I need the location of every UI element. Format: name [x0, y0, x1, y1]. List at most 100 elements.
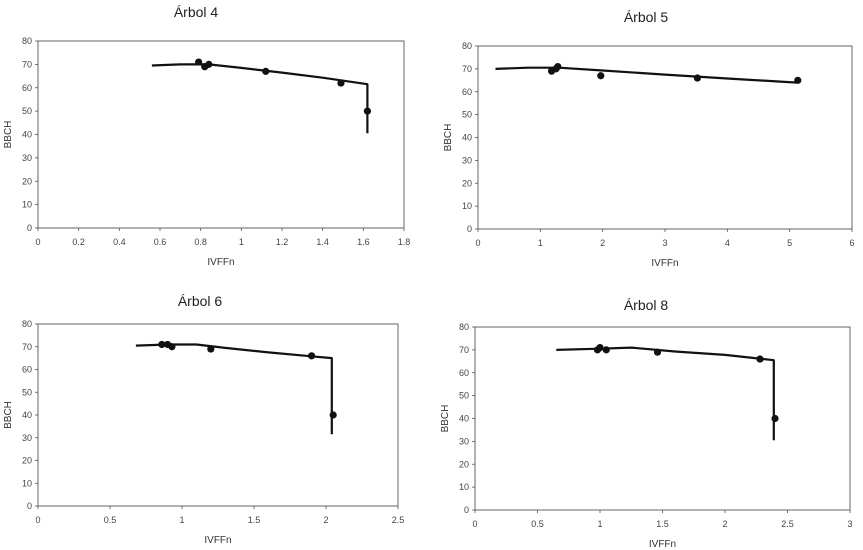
data-point: [693, 74, 702, 82]
x-tick-label: 4: [725, 238, 730, 248]
y-tick-label: 50: [459, 391, 469, 401]
x-tick-label: 0.5: [531, 519, 544, 529]
x-tick-label: 0.8: [194, 237, 207, 247]
x-tick-label: 1.4: [316, 237, 329, 247]
y-tick-label: 60: [459, 368, 469, 378]
plot-area-border: [37, 40, 405, 229]
x-tick-label: 2: [722, 519, 727, 529]
x-tick-label: 0: [35, 515, 40, 525]
x-tick-label: 0: [35, 237, 40, 247]
y-tick-label: 40: [22, 130, 32, 140]
chart-title: Árbol 4: [174, 4, 219, 20]
fitted-curve: [495, 66, 798, 84]
chart-panel-3: 0 10 20 30 40 50 60 70 80 0 0.5 1 1.5 2 2.5 IVFFn BBCH Ár…: [3, 293, 404, 546]
data-point: [596, 343, 604, 352]
fitted-curve: [556, 346, 775, 441]
x-tick-label: 0: [475, 238, 480, 248]
data-point: [756, 355, 764, 363]
data-point: [308, 352, 316, 360]
y-tick-label: 50: [22, 387, 32, 397]
data-point: [597, 72, 605, 80]
x-tick-label: 1: [239, 237, 244, 247]
x-tick-label: 2: [323, 515, 328, 525]
x-tick-label: 1: [538, 238, 543, 248]
data-point: [207, 345, 215, 353]
y-tick-label: 10: [22, 478, 32, 488]
y-axis-label: BBCH: [3, 121, 14, 149]
x-tick-label: 0.4: [113, 237, 126, 247]
x-tick-label: 1.8: [398, 237, 411, 247]
y-tick-label: 50: [462, 110, 472, 120]
data-point: [168, 343, 176, 351]
y-tick-label: 0: [27, 501, 32, 511]
plot-area-border: [37, 323, 399, 507]
data-point: [337, 79, 345, 87]
data-point: [554, 62, 562, 71]
y-tick-label: 20: [462, 178, 472, 188]
data-point: [363, 107, 371, 115]
y-tick-label: 60: [22, 365, 32, 375]
y-tick-label: 10: [462, 201, 472, 211]
data-point: [771, 414, 779, 423]
x-tick-label: 6: [849, 238, 854, 248]
y-tick-label: 30: [462, 155, 472, 165]
x-tick-label: 3: [662, 238, 667, 248]
y-tick-label: 40: [22, 410, 32, 420]
data-point: [205, 60, 213, 68]
x-tick-label: 1.2: [276, 237, 289, 247]
x-tick-label: 5: [787, 238, 792, 248]
y-tick-label: 0: [467, 224, 472, 234]
fitted-curve: [151, 63, 369, 134]
y-tick-label: 40: [459, 414, 469, 424]
y-tick-label: 0: [464, 505, 469, 515]
y-tick-label: 80: [459, 322, 469, 332]
y-tick-label: 80: [22, 36, 32, 46]
y-tick-label: 10: [459, 482, 469, 492]
y-tick-label: 20: [459, 459, 469, 469]
chart-title: Árbol 6: [178, 293, 223, 309]
x-tick-label: 0.5: [104, 515, 117, 525]
x-axis-label: IVFFn: [651, 258, 678, 269]
y-tick-label: 30: [22, 433, 32, 443]
x-tick-label: 1: [597, 519, 602, 529]
y-tick-label: 70: [22, 342, 32, 352]
y-axis-label: BBCH: [440, 405, 451, 433]
y-tick-label: 50: [22, 106, 32, 116]
y-tick-label: 30: [22, 153, 32, 163]
data-point: [195, 58, 203, 66]
data-point: [794, 76, 802, 84]
y-tick-label: 0: [27, 223, 32, 233]
y-tick-label: 20: [22, 176, 32, 186]
y-axis-label: BBCH: [3, 401, 14, 429]
y-tick-label: 70: [459, 345, 469, 355]
x-tick-label: 1: [179, 515, 184, 525]
y-tick-label: 70: [462, 64, 472, 74]
data-point: [158, 340, 166, 349]
x-tick-label: 1.5: [248, 515, 261, 525]
chart-title: Árbol 5: [624, 9, 669, 25]
y-tick-label: 60: [22, 83, 32, 93]
x-tick-label: 1.5: [656, 519, 669, 529]
y-tick-label: 40: [462, 133, 472, 143]
y-tick-label: 20: [22, 456, 32, 466]
plot-area-border: [474, 326, 851, 511]
x-tick-label: 0.6: [154, 237, 167, 247]
chart-panel-4: 0 10 20 30 40 50 60 70 80 0 0.5 1 1.5 2 2.5 3 IVFFn BBCH Á…: [440, 297, 853, 550]
data-point: [329, 411, 337, 419]
x-tick-label: 2.5: [392, 515, 405, 525]
x-tick-label: 3: [847, 519, 852, 529]
x-tick-label: 2.5: [781, 519, 794, 529]
y-tick-label: 10: [22, 200, 32, 210]
data-point: [653, 348, 662, 356]
x-tick-label: 0.2: [72, 237, 85, 247]
chart-title: Árbol 8: [624, 297, 669, 313]
y-tick-label: 30: [459, 436, 469, 446]
x-axis-label: IVFFn: [649, 539, 676, 550]
y-axis-label: BBCH: [443, 124, 454, 152]
x-axis-label: IVFFn: [207, 257, 234, 268]
chart-panel-1: 0 10 20 30 40 50 60 70 80 0 0.2 0.4 0.6 0.8 1 1.2 1.4 1.6…: [3, 4, 410, 268]
plot-area-border: [477, 45, 853, 230]
x-tick-label: 2: [600, 238, 605, 248]
y-tick-label: 80: [22, 319, 32, 329]
